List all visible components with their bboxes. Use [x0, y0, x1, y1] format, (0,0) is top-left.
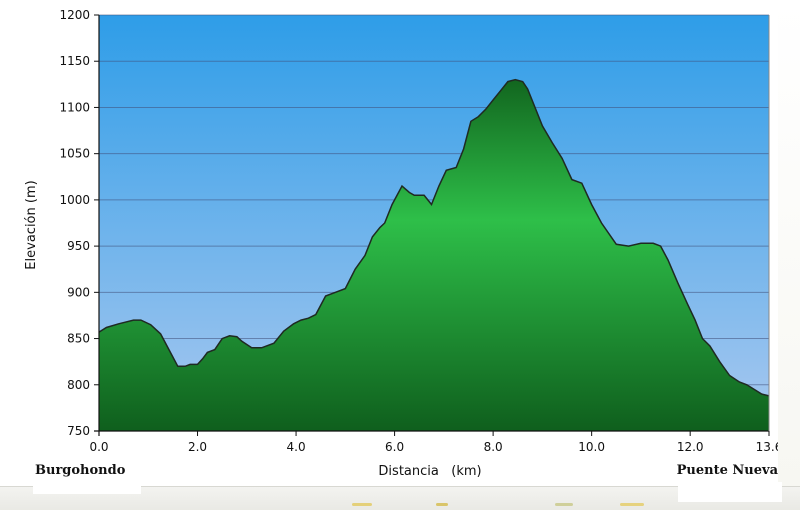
- x-tick-label: 10.0: [578, 440, 605, 454]
- y-axis-title: Elevación (m): [24, 180, 39, 269]
- y-tick-label: 1200: [59, 8, 90, 22]
- x-tick-labels: 0.0 2.0 4.0 6.0 8.0 10.0 12.0 13.6: [89, 440, 782, 454]
- y-tick-label: 900: [67, 285, 90, 299]
- y-tick-labels: 750 800 850 900 950 1000 1050 1100 1150 1200: [59, 8, 90, 438]
- end-label-backdrop: [678, 482, 782, 502]
- y-tick-label: 750: [67, 424, 90, 438]
- x-tick-label: 13.6: [756, 440, 783, 454]
- x-tick-label: 0.0: [89, 440, 108, 454]
- x-tick-label: 2.0: [188, 440, 207, 454]
- axes: [94, 14, 770, 436]
- elevation-line: [98, 78, 770, 397]
- start-place-label: Burgohondo: [35, 463, 126, 478]
- end-place-label: Puente Nueva: [677, 463, 779, 478]
- y-tick-label: 1150: [59, 54, 90, 68]
- y-tick-label: 800: [67, 378, 90, 392]
- y-tick-label: 850: [67, 332, 90, 346]
- y-tick-label: 1000: [59, 193, 90, 207]
- x-tick-label: 8.0: [484, 440, 503, 454]
- decoration-mark: [555, 503, 573, 506]
- window-edge: [778, 0, 800, 486]
- x-axis-title: Distancia (km): [378, 464, 481, 479]
- y-tick-label: 1050: [59, 147, 90, 161]
- decoration-mark: [352, 503, 372, 506]
- y-tick-label: 950: [67, 239, 90, 253]
- y-tick-label: 1100: [59, 100, 90, 114]
- decoration-mark: [620, 503, 644, 506]
- x-tick-label: 6.0: [385, 440, 404, 454]
- decoration-mark: [436, 503, 448, 506]
- start-label-backdrop: [33, 482, 141, 494]
- x-tick-label: 12.0: [677, 440, 704, 454]
- x-tick-label: 4.0: [287, 440, 306, 454]
- elevation-area: [99, 79, 769, 431]
